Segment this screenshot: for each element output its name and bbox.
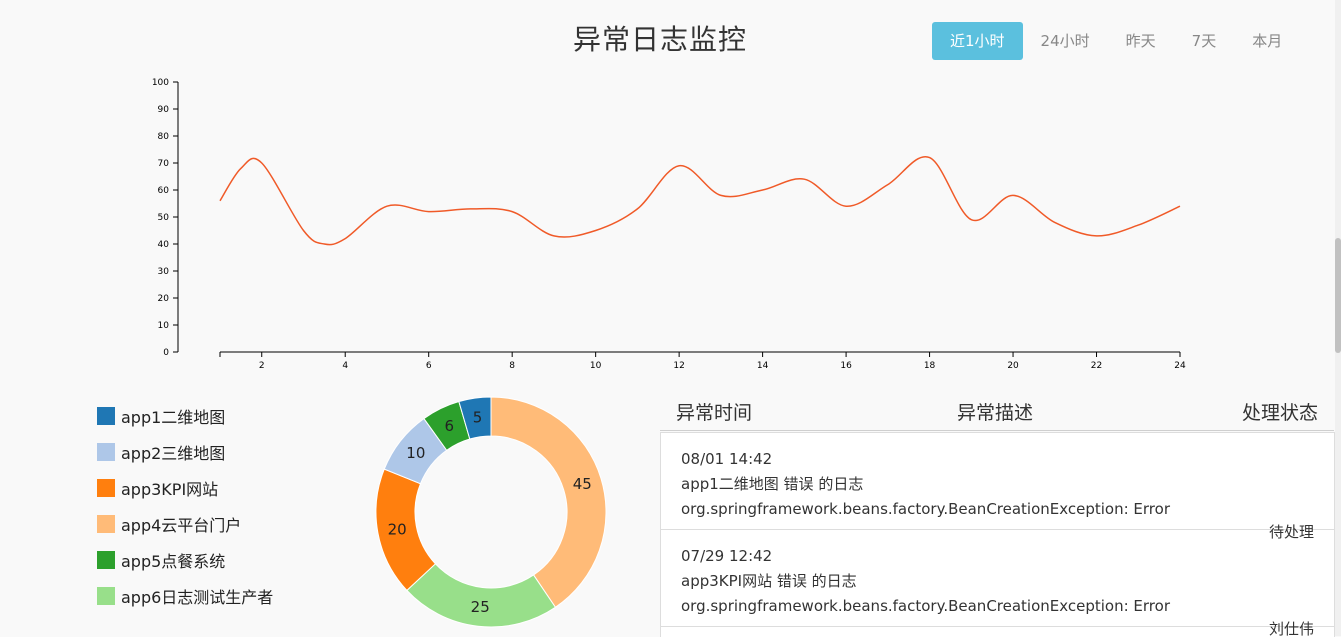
legend-item: app3KPI网站 bbox=[97, 470, 273, 506]
pie-slice[interactable] bbox=[406, 563, 557, 628]
legend-item: app4云平台门户 bbox=[97, 506, 273, 542]
legend-item: app2三维地图 bbox=[97, 434, 273, 470]
x-tick-label: 2 bbox=[259, 361, 265, 371]
y-tick-label: 10 bbox=[158, 321, 170, 331]
legend-swatch bbox=[97, 551, 115, 569]
legend-item: app5点餐系统 bbox=[97, 542, 273, 578]
legend-swatch bbox=[97, 587, 115, 605]
legend-label: app4云平台门户 bbox=[121, 516, 242, 535]
slice-label: 25 bbox=[471, 598, 490, 616]
column-header-desc: 异常描述 bbox=[957, 402, 1034, 424]
tab-24-hours[interactable]: 24小时 bbox=[1040, 32, 1090, 50]
scrollbar-thumb[interactable] bbox=[1335, 238, 1341, 353]
y-tick-label: 50 bbox=[158, 213, 170, 223]
legend-label: app6日志测试生产者 bbox=[121, 588, 274, 607]
legend-item: app6日志测试生产者 bbox=[97, 578, 273, 614]
y-tick-label: 30 bbox=[158, 267, 170, 277]
x-tick-label: 20 bbox=[1007, 361, 1019, 371]
column-header-time: 异常时间 bbox=[676, 402, 753, 424]
y-tick-label: 60 bbox=[158, 186, 170, 196]
legend-swatch bbox=[97, 479, 115, 497]
x-tick-label: 4 bbox=[342, 361, 348, 371]
y-tick-label: 70 bbox=[158, 159, 170, 169]
exception-table[interactable]: 08/01 14:42 app1二维地图 错误 的日志 org.springfr… bbox=[660, 432, 1335, 637]
pie-slice[interactable] bbox=[458, 396, 492, 440]
tab-yesterday[interactable]: 昨天 bbox=[1125, 32, 1156, 50]
legend-item: app1二维地图 bbox=[97, 398, 273, 434]
x-tick-label: 6 bbox=[426, 361, 432, 371]
row-exception: org.springframework.beans.factory.BeanCr… bbox=[681, 500, 1170, 518]
row-exception: org.springframework.beans.factory.BeanCr… bbox=[681, 597, 1170, 615]
legend-label: app5点餐系统 bbox=[121, 552, 226, 571]
slice-label: 10 bbox=[406, 444, 425, 462]
page-scrollbar[interactable] bbox=[1335, 0, 1341, 636]
column-header-status: 处理状态 bbox=[1241, 402, 1318, 424]
row-app: app1二维地图 错误 的日志 bbox=[681, 475, 864, 493]
y-tick-label: 0 bbox=[163, 348, 169, 358]
x-tick-label: 12 bbox=[673, 361, 684, 371]
row-status: 待处理 bbox=[1268, 523, 1314, 541]
table-row[interactable]: 08/01 14:42 app1二维地图 错误 的日志 org.springfr… bbox=[661, 433, 1334, 541]
slice-label: 45 bbox=[573, 475, 592, 493]
x-tick-label: 16 bbox=[840, 361, 852, 371]
y-tick-label: 100 bbox=[152, 78, 169, 88]
tab-this-month[interactable]: 本月 bbox=[1252, 32, 1283, 50]
row-app: app3KPI网站 错误 的日志 bbox=[681, 572, 857, 590]
slice-label: 20 bbox=[388, 520, 407, 538]
tab-7-days[interactable]: 7天 bbox=[1191, 32, 1217, 50]
y-tick-label: 40 bbox=[158, 240, 170, 250]
y-tick-label: 90 bbox=[158, 105, 170, 115]
legend-swatch bbox=[97, 407, 115, 425]
page-title: 异常日志监控 bbox=[572, 23, 747, 56]
legend-label: app1二维地图 bbox=[121, 408, 226, 427]
slice-label: 6 bbox=[444, 417, 454, 435]
legend-swatch bbox=[97, 515, 115, 533]
table-row[interactable]: 07/29 12:42 app3KPI网站 错误 的日志 org.springf… bbox=[661, 530, 1334, 637]
x-tick-label: 18 bbox=[924, 361, 936, 371]
legend-label: app2三维地图 bbox=[121, 444, 226, 463]
legend-swatch bbox=[97, 443, 115, 461]
row-time: 07/29 12:42 bbox=[681, 547, 773, 565]
row-status: 刘仕伟 bbox=[1268, 620, 1314, 637]
x-tick-label: 14 bbox=[757, 361, 769, 371]
x-tick-label: 24 bbox=[1174, 361, 1186, 371]
y-tick-label: 80 bbox=[158, 132, 170, 142]
table-header: 异常时间 异常描述 处理状态 bbox=[660, 392, 1334, 431]
slice-label: 5 bbox=[473, 408, 483, 426]
pie-legend: app1二维地图 app2三维地图 app3KPI网站 app4云平台门户 ap… bbox=[97, 398, 273, 614]
series-line bbox=[219, 156, 1181, 246]
row-time: 08/01 14:42 bbox=[681, 450, 773, 468]
pie-slice[interactable] bbox=[490, 396, 607, 608]
time-range-tabs: 近1小时 24小时 昨天 7天 本月 bbox=[932, 22, 1300, 60]
y-tick-label: 20 bbox=[158, 294, 170, 304]
tab-last-hour[interactable]: 近1小时 bbox=[932, 22, 1023, 60]
x-tick-label: 10 bbox=[590, 361, 602, 371]
legend-label: app3KPI网站 bbox=[121, 480, 219, 499]
app-donut-chart: 45 25 20 10 6 5 bbox=[375, 396, 607, 628]
x-tick-label: 22 bbox=[1091, 361, 1102, 371]
x-tick-label: 8 bbox=[509, 361, 515, 371]
